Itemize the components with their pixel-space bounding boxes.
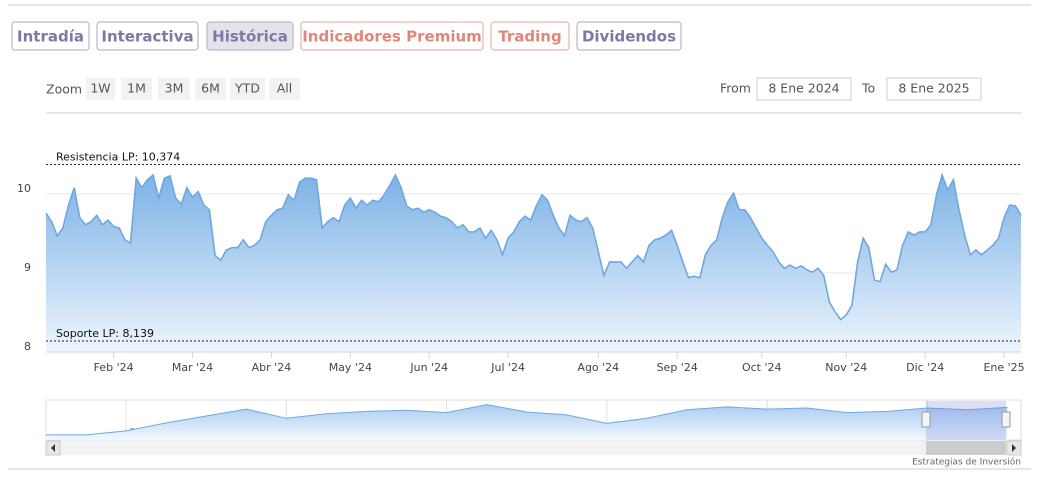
- from-date[interactable]: 8 Ene 2024: [768, 81, 839, 96]
- zoom-label: Zoom: [46, 82, 82, 97]
- zoom-button-label[interactable]: 1W: [90, 81, 110, 96]
- zoom-button-label[interactable]: 1M: [127, 81, 146, 96]
- tab-label[interactable]: Interactiva: [101, 28, 193, 46]
- y-tick-label: 9: [24, 261, 31, 274]
- tab-box[interactable]: [300, 21, 484, 51]
- scrollbar-thumb[interactable]: [926, 441, 1006, 455]
- tab-label[interactable]: Trading: [498, 28, 561, 46]
- main-chart: 8 9 10 Feb '24 Mar '24 Abr '24 May '24 Jun '24 J…: [17, 150, 1025, 374]
- tab-label[interactable]: Dividendos: [582, 28, 676, 46]
- to-input[interactable]: [886, 77, 982, 101]
- tab[interactable]: Interactiva: [96, 21, 199, 51]
- level-label: Resistencia LP: 10,374: [56, 150, 180, 163]
- tab-box[interactable]: [206, 21, 294, 51]
- zoom-button-label[interactable]: 3M: [165, 81, 184, 96]
- x-tick-label: Mar '24: [172, 361, 213, 374]
- credit: Estrategias de Inversión: [912, 457, 1021, 468]
- zoom-buttons: 1W 1M 3M 6M YTD All: [86, 78, 300, 100]
- to-label: To: [861, 81, 875, 96]
- tab[interactable]: Trading: [490, 21, 570, 51]
- area-fill: [46, 175, 1021, 352]
- zoom-button[interactable]: [86, 78, 115, 100]
- navigator-area: [46, 404, 1008, 440]
- x-tick-label: Jul '24: [490, 361, 525, 374]
- zoom-button[interactable]: [269, 78, 300, 100]
- zoom-button[interactable]: [121, 78, 152, 100]
- x-tick-label: Ene '25: [983, 361, 1024, 374]
- y-tick-label: 8: [24, 340, 31, 353]
- zoom-button[interactable]: [195, 78, 226, 100]
- to-date[interactable]: 8 Ene 2025: [898, 81, 969, 96]
- x-tick-label: May '24: [329, 361, 372, 374]
- scroll-left-arrow: [51, 444, 55, 452]
- tab[interactable]: Histórica: [206, 21, 294, 51]
- handle-left[interactable]: [921, 411, 931, 428]
- tab[interactable]: Dividendos: [576, 21, 682, 51]
- level-label: Soporte LP: 8,139: [56, 327, 154, 340]
- tab-label[interactable]: Histórica: [212, 28, 288, 46]
- price-line: [45, 172, 1022, 321]
- tab-box[interactable]: [96, 21, 199, 51]
- tab-label[interactable]: Indicadores Premium: [302, 28, 482, 46]
- x-tick-label: Nov '24: [825, 361, 867, 374]
- tabs: Intradía Interactiva Histórica Indicadores …: [11, 21, 682, 51]
- x-tick-label: Feb '24: [94, 361, 134, 374]
- x-tick-label: Jun '24: [409, 361, 448, 374]
- x-tick-label: Dic '24: [906, 361, 944, 374]
- handle-right[interactable]: [1001, 411, 1011, 428]
- navigator-window[interactable]: [926, 401, 1006, 440]
- tab-box[interactable]: [11, 21, 90, 51]
- zoom-button-label[interactable]: YTD: [234, 81, 260, 96]
- x-tick-label: Abr '24: [252, 361, 292, 374]
- x-tick-label: Oct '24: [742, 361, 782, 374]
- tab-label[interactable]: Intradía: [17, 28, 84, 46]
- tab[interactable]: Intradía: [11, 21, 90, 51]
- scrollbar-track[interactable]: [46, 441, 1021, 455]
- zoom-button[interactable]: [230, 78, 265, 100]
- tab-box[interactable]: [576, 21, 682, 51]
- navigator-line: [46, 404, 1008, 436]
- from-input[interactable]: [756, 77, 852, 101]
- navigator: 201420162018202020222024: [46, 400, 1008, 440]
- tab-box[interactable]: [490, 21, 570, 51]
- x-tick-label: Ago '24: [577, 361, 619, 374]
- zoom-button-label[interactable]: 6M: [201, 81, 220, 96]
- scroll-right-arrow: [1012, 444, 1016, 452]
- x-tick-label: Sep '24: [657, 361, 698, 374]
- from-label: From: [720, 81, 751, 96]
- zoom-button-label[interactable]: All: [277, 81, 293, 96]
- tab[interactable]: Indicadores Premium: [300, 21, 484, 51]
- y-tick-label: 10: [17, 182, 31, 195]
- zoom-button[interactable]: [158, 78, 190, 100]
